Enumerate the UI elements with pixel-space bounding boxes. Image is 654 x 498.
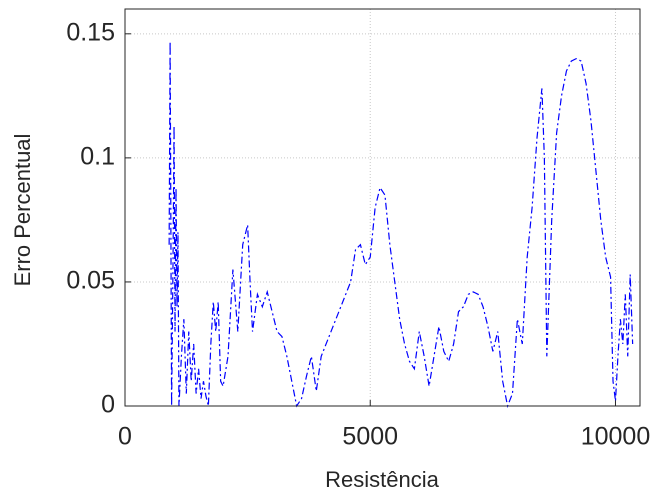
x-tick-label: 10000 [581, 423, 651, 451]
y-tick-label: 0.05 [66, 267, 115, 295]
data-line [168, 41, 634, 409]
y-tick-label: 0.1 [80, 142, 115, 170]
x-axis-label: Resistência [325, 467, 439, 492]
y-axis-label: Erro Percentual [10, 134, 35, 287]
x-tick-label: 0 [118, 423, 132, 451]
y-tick-label: 0.15 [66, 18, 115, 46]
plot-area: 0 0.05 0.1 0.15 0 5000 10000 [66, 8, 651, 451]
axes-box [124, 8, 641, 407]
y-tick-label: 0 [101, 391, 115, 419]
x-tick-label: 5000 [342, 423, 398, 451]
